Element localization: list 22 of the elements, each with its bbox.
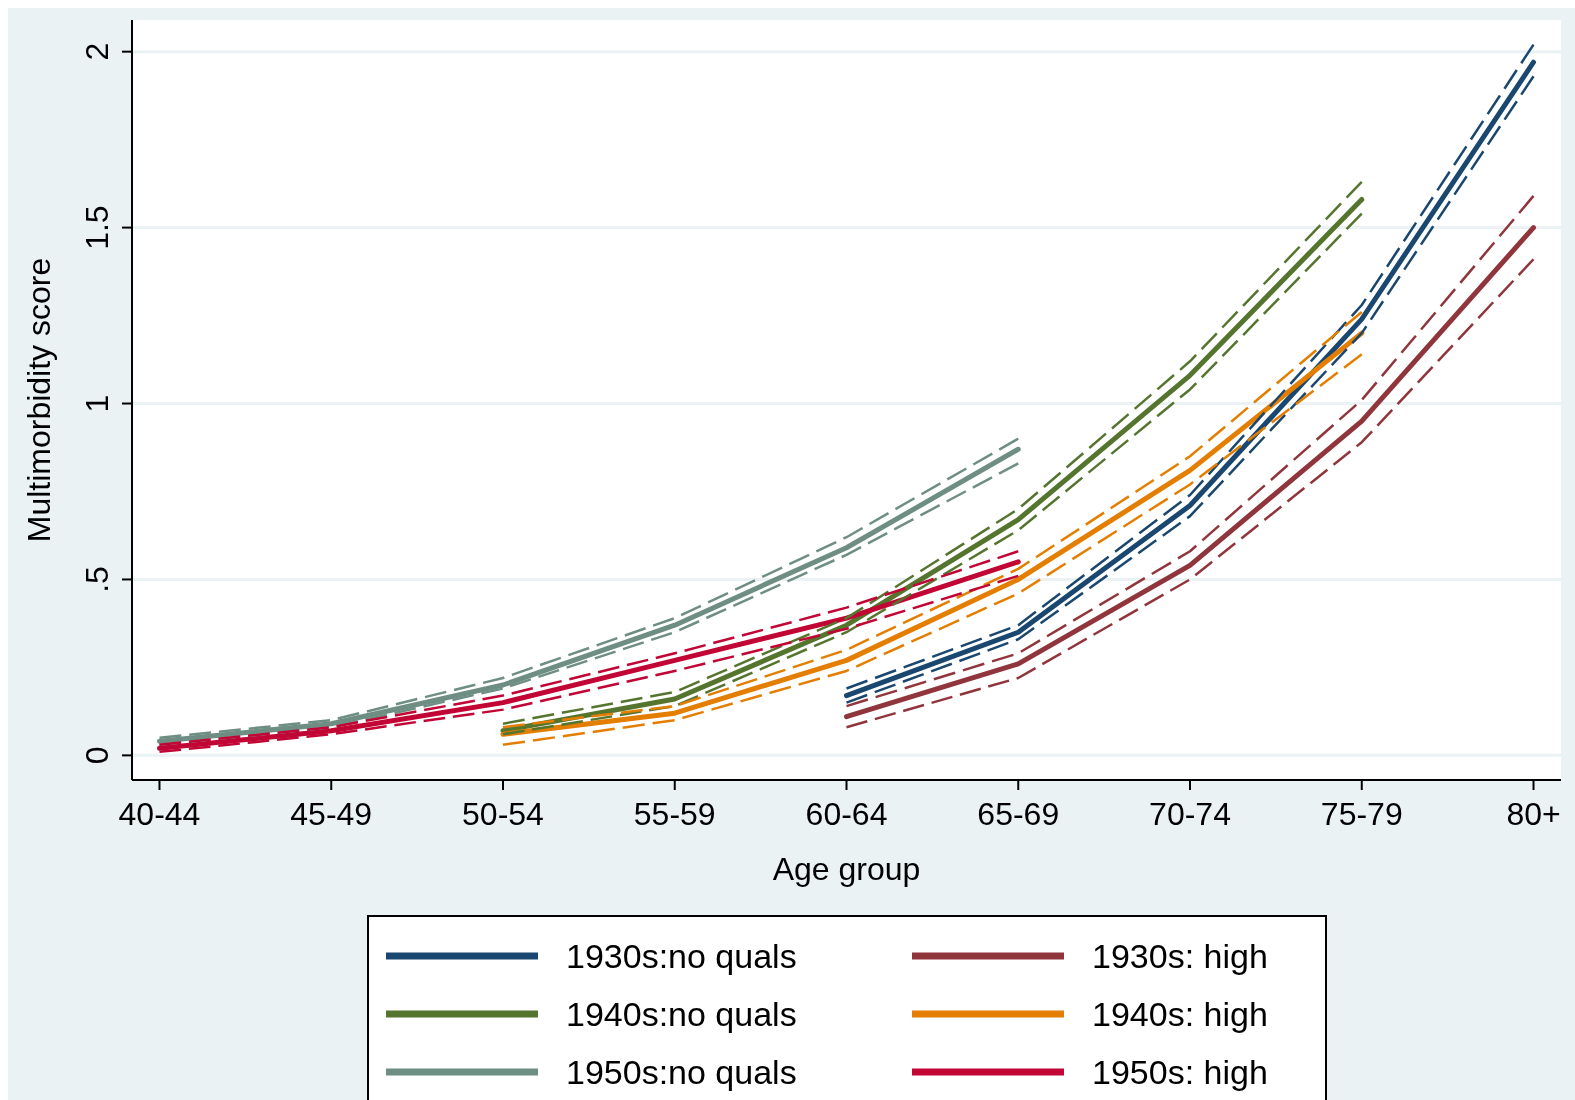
y-tick-label: 0 bbox=[79, 746, 115, 765]
y-tick-label: 1.5 bbox=[79, 205, 115, 250]
x-tick-label: 40-44 bbox=[118, 796, 201, 832]
x-tick-label: 55-59 bbox=[633, 796, 716, 832]
legend-label: 1930s: high bbox=[1092, 937, 1268, 975]
x-tick-label: 50-54 bbox=[462, 796, 544, 832]
y-axis-title: Multimorbidity score bbox=[21, 257, 57, 543]
legend-label: 1950s:no quals bbox=[566, 1053, 797, 1091]
legend-label: 1930s:no quals bbox=[566, 937, 797, 975]
legend-label: 1940s: high bbox=[1092, 995, 1268, 1033]
x-tick-label: 75-79 bbox=[1320, 796, 1403, 832]
x-tick-label: 70-74 bbox=[1149, 796, 1231, 832]
x-tick-label: 65-69 bbox=[977, 796, 1060, 832]
legend-label: 1940s:no quals bbox=[566, 995, 797, 1033]
y-tick-label: .5 bbox=[79, 566, 115, 593]
legend-label: 1950s: high bbox=[1092, 1053, 1268, 1091]
y-tick-label: 1 bbox=[79, 394, 115, 413]
x-tick-label: 45-49 bbox=[290, 796, 373, 832]
y-tick-label: 2 bbox=[79, 42, 115, 61]
x-tick-label: 60-64 bbox=[805, 796, 888, 832]
x-axis-title: Age group bbox=[772, 851, 921, 887]
x-tick-label: 80+ bbox=[1506, 796, 1561, 832]
